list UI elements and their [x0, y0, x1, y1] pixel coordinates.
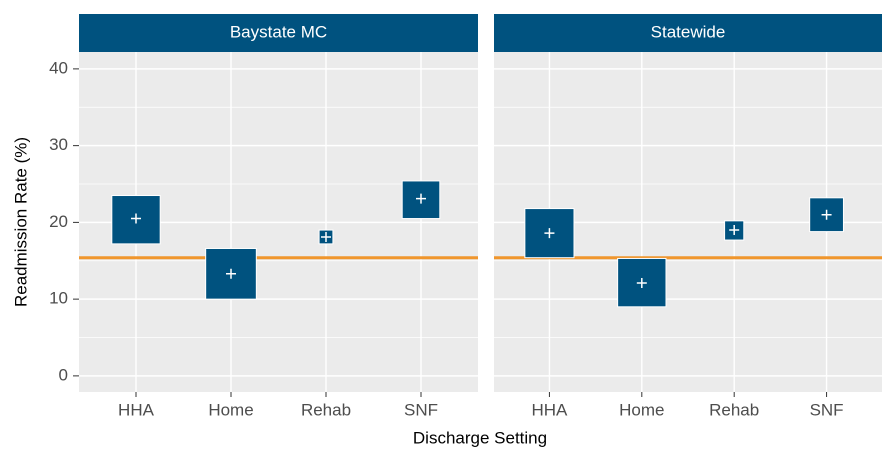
center-marker	[729, 225, 740, 236]
center-marker	[821, 209, 832, 220]
panel-title: Statewide	[651, 22, 726, 41]
y-tick-label: 40	[49, 58, 68, 77]
x-tick-label: Home	[619, 400, 664, 419]
x-tick-label: Home	[208, 400, 253, 419]
center-marker	[544, 228, 555, 239]
y-tick-label: 20	[49, 212, 68, 231]
center-marker	[226, 268, 236, 279]
panel-title: Baystate MC	[230, 22, 327, 41]
y-tick-label: 10	[49, 289, 68, 308]
x-axis-label: Discharge Setting	[413, 428, 547, 447]
x-tick-label: Rehab	[709, 400, 759, 419]
x-tick-label: HHA	[118, 400, 155, 419]
x-tick-label: HHA	[531, 400, 568, 419]
y-tick-label: 0	[59, 365, 68, 384]
center-marker	[321, 231, 331, 242]
strip	[79, 14, 478, 52]
y-axis-label: Readmission Rate (%)	[11, 137, 30, 307]
x-tick-label: SNF	[810, 400, 844, 419]
x-tick-label: Rehab	[301, 400, 351, 419]
center-marker	[131, 213, 141, 224]
center-marker	[416, 193, 426, 204]
center-marker	[636, 278, 647, 289]
x-tick-label: SNF	[404, 400, 438, 419]
y-tick-label: 30	[49, 135, 68, 154]
strip	[494, 14, 882, 52]
